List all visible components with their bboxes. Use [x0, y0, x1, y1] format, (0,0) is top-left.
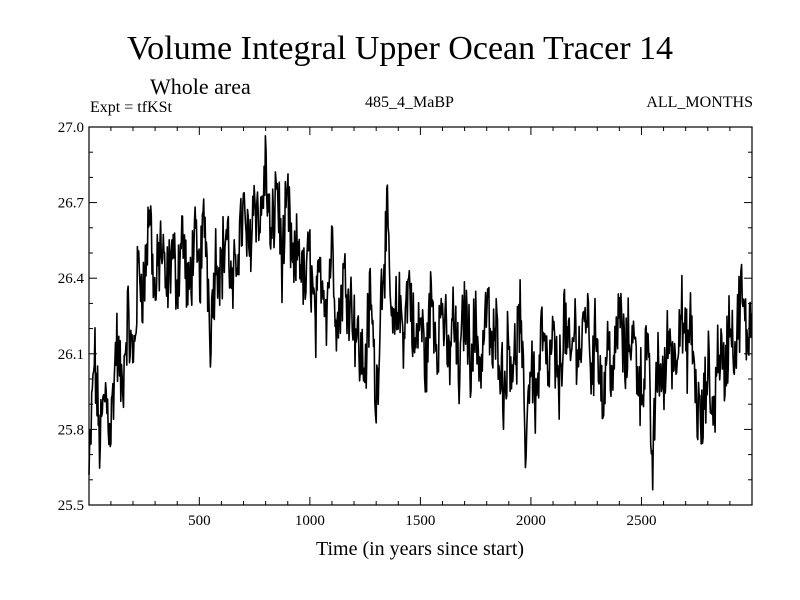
chart-subtitle: Whole area: [150, 74, 251, 99]
axis-tick-labels: 500 1000 1500 2000 2500 25.5 25.8 26.1 26.4 26.7 2…: [58, 120, 657, 529]
x-tick-label-2500: 2500: [626, 513, 656, 529]
y-tick-label-26.1: 26.1: [58, 347, 84, 363]
y-tick-label-25.8: 25.8: [58, 422, 84, 438]
y-tick-label-26.7: 26.7: [58, 196, 85, 212]
x-tick-label-1000: 1000: [295, 513, 325, 529]
x-tick-label-500: 500: [188, 513, 211, 529]
y-tick-label-27.0: 27.0: [58, 120, 84, 136]
x-tick-label-2000: 2000: [516, 513, 546, 529]
series-line: [88, 135, 753, 491]
y-tick-label-26.4: 26.4: [58, 271, 85, 287]
y-tick-label-25.5: 25.5: [58, 498, 84, 514]
chart-title: Volume Integral Upper Ocean Tracer 14: [126, 30, 674, 67]
x-tick-label-1500: 1500: [405, 513, 435, 529]
run-label: 485_4_MaBP: [365, 94, 454, 111]
period-label: ALL_MONTHS: [646, 94, 753, 111]
experiment-label: Expt = tfKSt: [90, 99, 172, 116]
plot-frame: [88, 126, 753, 506]
x-axis-label: Time (in years since start): [315, 538, 525, 560]
axis-ticks: [89, 126, 752, 506]
